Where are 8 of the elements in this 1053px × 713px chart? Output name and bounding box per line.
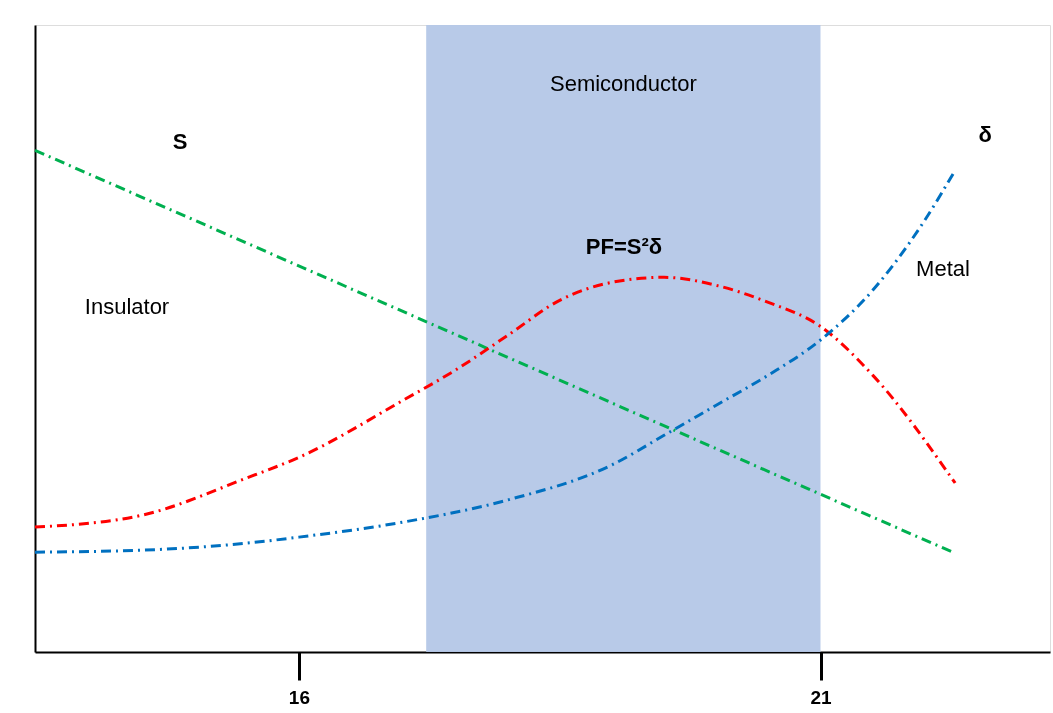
x-tick-label: 21	[810, 686, 832, 708]
x-tick-label: 16	[288, 686, 310, 708]
text: S	[172, 129, 188, 155]
annotation: Metal	[916, 256, 970, 281]
series-label: PF=S²δ	[585, 234, 663, 260]
band-label: Semiconductor	[549, 71, 697, 96]
annotation: Insulator	[84, 294, 170, 319]
series-label: δ	[978, 122, 992, 148]
